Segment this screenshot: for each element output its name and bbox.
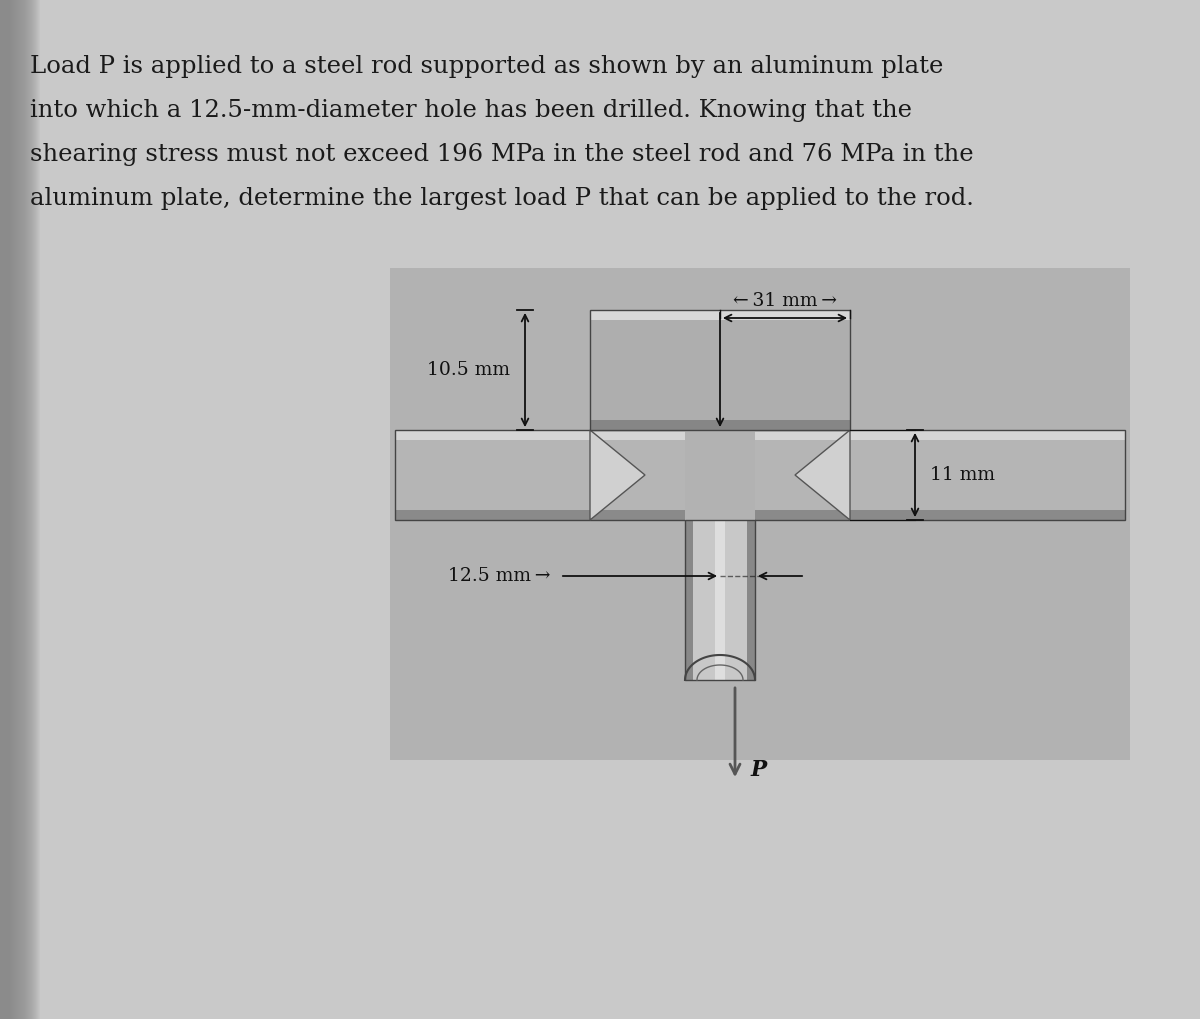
Polygon shape	[796, 430, 850, 520]
Bar	[0, 0, 14, 1019]
Bar	[0, 0, 23, 1019]
Bar	[685, 430, 755, 520]
Bar	[395, 440, 1126, 510]
Bar	[0, 0, 14, 1019]
Bar	[0, 0, 30, 1019]
Bar	[715, 520, 725, 680]
Bar	[0, 0, 2, 1019]
Bar	[0, 0, 6, 1019]
Bar	[0, 0, 25, 1019]
Text: P: P	[750, 759, 766, 781]
Text: aluminum plate, determine the largest load P that can be applied to the rod.: aluminum plate, determine the largest lo…	[30, 187, 974, 210]
Bar	[0, 0, 22, 1019]
Bar	[395, 430, 1126, 520]
Bar	[0, 0, 38, 1019]
Bar	[390, 268, 1130, 760]
Text: ← 31 mm →: ← 31 mm →	[733, 292, 838, 310]
Text: Load P is applied to a steel rod supported as shown by an aluminum plate: Load P is applied to a steel rod support…	[30, 55, 943, 78]
Bar	[694, 520, 746, 680]
Bar	[590, 320, 850, 420]
Bar	[0, 0, 28, 1019]
Bar	[746, 520, 755, 680]
Bar	[590, 310, 850, 430]
Bar	[0, 0, 17, 1019]
Text: 11 mm: 11 mm	[930, 466, 995, 484]
Bar	[0, 0, 5, 1019]
Bar	[0, 0, 7, 1019]
Bar	[0, 0, 8, 1019]
Text: 12.5 mm →: 12.5 mm →	[448, 567, 550, 585]
Bar	[0, 0, 24, 1019]
Bar	[0, 0, 29, 1019]
Text: 10.5 mm: 10.5 mm	[427, 361, 510, 379]
Bar	[0, 0, 28, 1019]
Bar	[0, 0, 4, 1019]
Bar	[0, 0, 38, 1019]
Bar	[0, 0, 18, 1019]
Bar	[0, 0, 26, 1019]
Bar	[0, 0, 10, 1019]
Bar	[0, 0, 20, 1019]
Bar	[590, 420, 850, 430]
Bar	[0, 0, 60, 1019]
Text: shearing stress must not exceed 196 MPa in the steel rod and 76 MPa in the: shearing stress must not exceed 196 MPa …	[30, 143, 973, 166]
Bar	[0, 0, 34, 1019]
Text: into which a 12.5-mm-diameter hole has been drilled. Knowing that the: into which a 12.5-mm-diameter hole has b…	[30, 99, 912, 122]
Bar	[590, 310, 850, 320]
Bar	[0, 0, 34, 1019]
Bar	[0, 0, 31, 1019]
Bar	[0, 0, 35, 1019]
Bar	[0, 0, 13, 1019]
Polygon shape	[590, 430, 646, 520]
Bar	[685, 520, 755, 680]
Bar	[395, 510, 1126, 520]
Bar	[0, 0, 11, 1019]
Bar	[0, 0, 2, 1019]
Bar	[0, 0, 19, 1019]
Bar	[685, 520, 694, 680]
Bar	[0, 0, 37, 1019]
Bar	[395, 430, 1126, 440]
Bar	[0, 0, 36, 1019]
Bar	[0, 0, 10, 1019]
Bar	[0, 0, 32, 1019]
Bar	[0, 0, 40, 1019]
Bar	[0, 0, 12, 1019]
Bar	[0, 0, 16, 1019]
Bar	[0, 0, 22, 1019]
